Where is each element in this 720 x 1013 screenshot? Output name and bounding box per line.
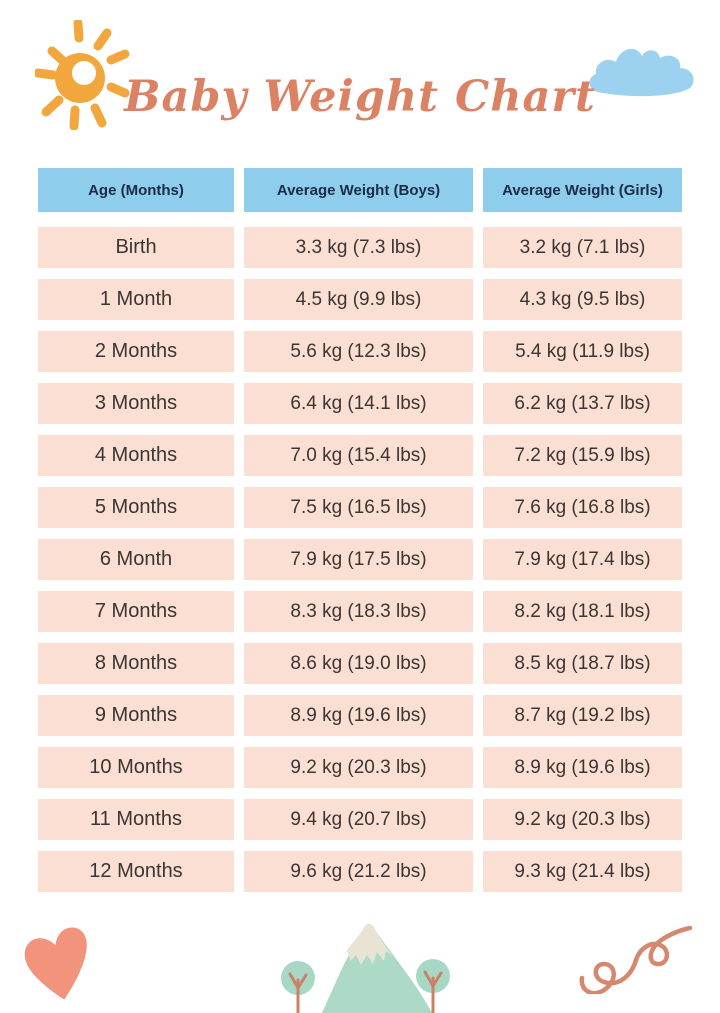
table-row: 1 Month 4.5 kg (9.9 lbs) 4.3 kg (9.5 lbs) bbox=[38, 279, 682, 320]
cell-girls: 8.9 kg (19.6 lbs) bbox=[483, 747, 682, 788]
table-row: 8 Months 8.6 kg (19.0 lbs) 8.5 kg (18.7 lb… bbox=[38, 643, 682, 684]
cell-boys: 7.9 kg (17.5 lbs) bbox=[244, 539, 473, 580]
table-row: Birth 3.3 kg (7.3 lbs) 3.2 kg (7.1 lbs) bbox=[38, 227, 682, 268]
cell-age: 6 Month bbox=[38, 539, 234, 580]
cell-age: 9 Months bbox=[38, 695, 234, 736]
table-row: 2 Months 5.6 kg (12.3 lbs) 5.4 kg (11.9 lb… bbox=[38, 331, 682, 372]
cell-boys: 6.4 kg (14.1 lbs) bbox=[244, 383, 473, 424]
cell-girls: 6.2 kg (13.7 lbs) bbox=[483, 383, 682, 424]
cell-boys: 8.6 kg (19.0 lbs) bbox=[244, 643, 473, 684]
cell-age: 3 Months bbox=[38, 383, 234, 424]
cell-girls: 9.3 kg (21.4 lbs) bbox=[483, 851, 682, 892]
cell-age: 8 Months bbox=[38, 643, 234, 684]
table-row: 9 Months 8.9 kg (19.6 lbs) 8.7 kg (19.2 lb… bbox=[38, 695, 682, 736]
cloud-icon bbox=[589, 48, 694, 97]
cell-girls: 8.2 kg (18.1 lbs) bbox=[483, 591, 682, 632]
table-body: Birth 3.3 kg (7.3 lbs) 3.2 kg (7.1 lbs) 1 M… bbox=[38, 227, 682, 892]
table-row: 12 Months 9.6 kg (21.2 lbs) 9.3 kg (21.4 l… bbox=[38, 851, 682, 892]
cell-girls: 7.2 kg (15.9 lbs) bbox=[483, 435, 682, 476]
table-row: 4 Months 7.0 kg (15.4 lbs) 7.2 kg (15.9 lb… bbox=[38, 435, 682, 476]
column-header-age: Age (Months) bbox=[38, 168, 234, 212]
cell-boys: 3.3 kg (7.3 lbs) bbox=[244, 227, 473, 268]
cell-age: 7 Months bbox=[38, 591, 234, 632]
cell-girls: 9.2 kg (20.3 lbs) bbox=[483, 799, 682, 840]
table-row: 7 Months 8.3 kg (18.3 lbs) 8.2 kg (18.1 lb… bbox=[38, 591, 682, 632]
table-row: 10 Months 9.2 kg (20.3 lbs) 8.9 kg (19.6 l… bbox=[38, 747, 682, 788]
table-row: 3 Months 6.4 kg (14.1 lbs) 6.2 kg (13.7 lb… bbox=[38, 383, 682, 424]
cell-age: Birth bbox=[38, 227, 234, 268]
heart-icon bbox=[24, 927, 87, 1000]
cell-age: 2 Months bbox=[38, 331, 234, 372]
cell-age: 10 Months bbox=[38, 747, 234, 788]
table-header-row: Age (Months) Average Weight (Boys) Avera… bbox=[38, 168, 682, 212]
column-header-girls: Average Weight (Girls) bbox=[483, 168, 682, 212]
cell-age: 4 Months bbox=[38, 435, 234, 476]
cell-boys: 5.6 kg (12.3 lbs) bbox=[244, 331, 473, 372]
cell-boys: 9.4 kg (20.7 lbs) bbox=[244, 799, 473, 840]
weight-table: Age (Months) Average Weight (Boys) Avera… bbox=[38, 168, 682, 903]
squiggle-icon bbox=[579, 925, 693, 994]
cell-boys: 9.6 kg (21.2 lbs) bbox=[244, 851, 473, 892]
sun-icon bbox=[35, 20, 130, 130]
cell-girls: 8.5 kg (18.7 lbs) bbox=[483, 643, 682, 684]
cell-boys: 8.9 kg (19.6 lbs) bbox=[244, 695, 473, 736]
cell-girls: 7.9 kg (17.4 lbs) bbox=[483, 539, 682, 580]
mountain-trees-icon bbox=[281, 924, 450, 1013]
table-row: 11 Months 9.4 kg (20.7 lbs) 9.2 kg (20.3 l… bbox=[38, 799, 682, 840]
cell-boys: 8.3 kg (18.3 lbs) bbox=[244, 591, 473, 632]
cell-girls: 7.6 kg (16.8 lbs) bbox=[483, 487, 682, 528]
cell-boys: 7.0 kg (15.4 lbs) bbox=[244, 435, 473, 476]
cell-age: 5 Months bbox=[38, 487, 234, 528]
column-header-boys: Average Weight (Boys) bbox=[244, 168, 473, 212]
cell-age: 11 Months bbox=[38, 799, 234, 840]
cell-girls: 8.7 kg (19.2 lbs) bbox=[483, 695, 682, 736]
cell-boys: 7.5 kg (16.5 lbs) bbox=[244, 487, 473, 528]
table-row: 5 Months 7.5 kg (16.5 lbs) 7.6 kg (16.8 lb… bbox=[38, 487, 682, 528]
cell-boys: 4.5 kg (9.9 lbs) bbox=[244, 279, 473, 320]
cell-girls: 3.2 kg (7.1 lbs) bbox=[483, 227, 682, 268]
table-row: 6 Month 7.9 kg (17.5 lbs) 7.9 kg (17.4 lbs… bbox=[38, 539, 682, 580]
cell-boys: 9.2 kg (20.3 lbs) bbox=[244, 747, 473, 788]
cell-age: 1 Month bbox=[38, 279, 234, 320]
page-title: Baby Weight Chart bbox=[124, 72, 596, 122]
cell-girls: 4.3 kg (9.5 lbs) bbox=[483, 279, 682, 320]
cell-girls: 5.4 kg (11.9 lbs) bbox=[483, 331, 682, 372]
cell-age: 12 Months bbox=[38, 851, 234, 892]
